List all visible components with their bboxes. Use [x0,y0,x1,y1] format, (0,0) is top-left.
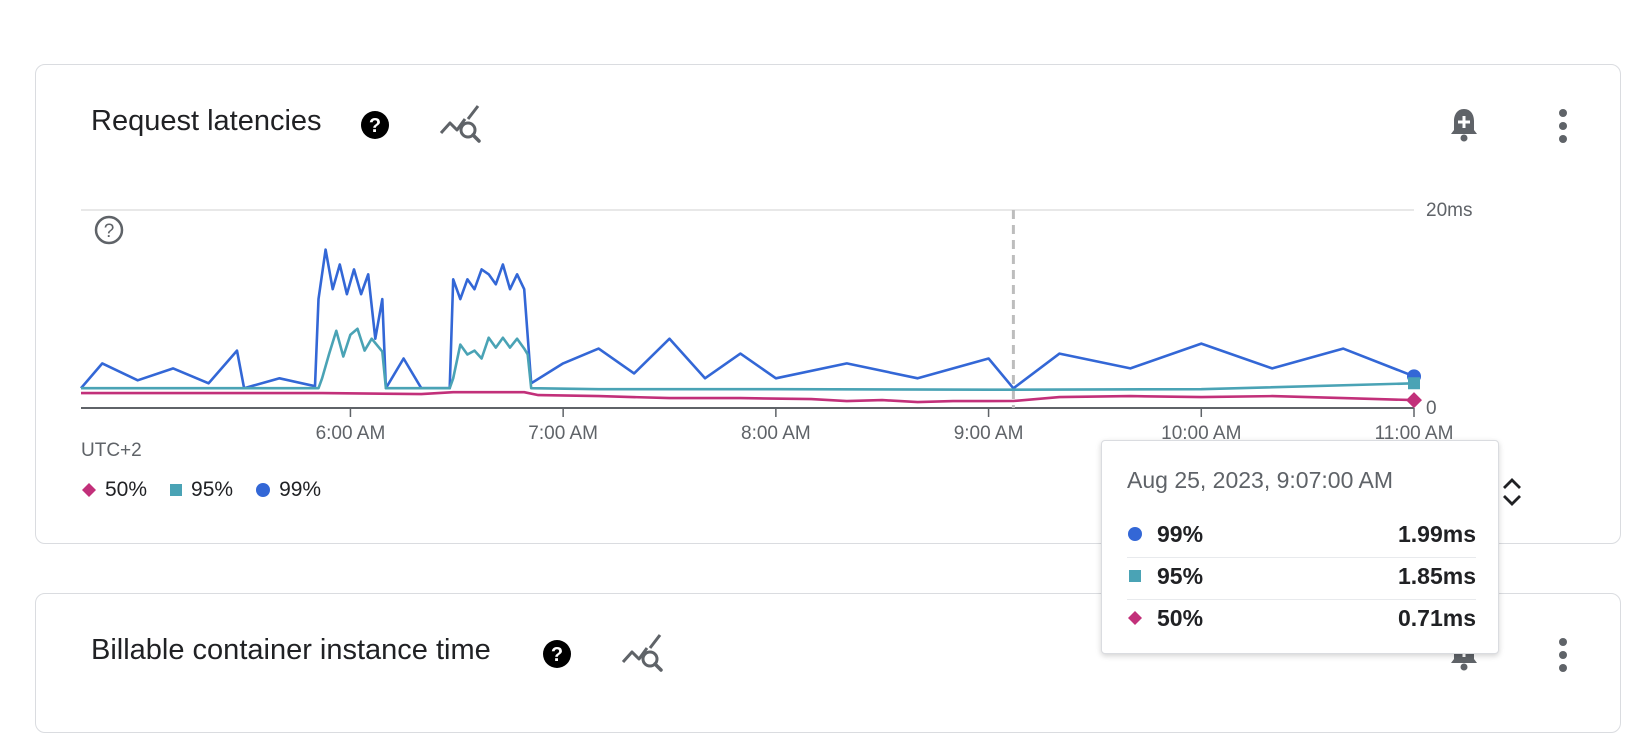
tooltip-row: 50% 0.71ms [1127,600,1476,636]
card-title: Request latencies [91,105,322,137]
chart-tooltip: Aug 25, 2023, 9:07:00 AM 99% 1.99ms 95% … [1101,440,1499,654]
tooltip-series-value: 0.71ms [1397,604,1476,631]
divider [1127,599,1476,600]
series-end-marker [1406,392,1422,409]
tooltip-row: 99% 1.99ms [1127,516,1476,552]
more-vert-icon[interactable] [1557,637,1569,673]
x-tick-label: 7:00 AM [528,423,598,444]
legend-item-p99[interactable]: 99% [255,478,321,502]
series-line-50 [81,390,1415,404]
square-icon [1129,570,1141,582]
unfold-more-icon[interactable] [1500,474,1524,510]
tooltip-row: 95% 1.85ms [1127,558,1476,594]
x-tick-label: 11:00 AM [1375,423,1454,444]
chart-explore-icon[interactable] [620,632,668,676]
timezone-label: UTC+2 [81,440,142,461]
more-vert-icon[interactable] [1557,108,1569,144]
circle-icon [1128,527,1142,541]
y-tick-label: 0 [1426,398,1437,419]
tooltip-timestamp: Aug 25, 2023, 9:07:00 AM [1127,467,1393,493]
tooltip-series-value: 1.85ms [1397,562,1476,589]
bell-add-icon[interactable] [1448,105,1480,143]
card-title: Billable container instance time [91,634,491,666]
tooltip-series-name: 99% [1157,520,1204,547]
y-tick-label: 20ms [1426,200,1472,221]
svg-text:?: ? [551,644,563,666]
svg-text:?: ? [104,221,115,242]
legend-item-p95[interactable]: 95% [169,478,233,502]
diamond-icon [82,483,96,497]
series-end-marker [1408,377,1420,390]
diamond-icon [1128,611,1142,625]
series-line-95 [81,327,1415,392]
help-circle-icon[interactable]: ? [360,110,390,140]
circle-icon [256,483,271,497]
x-tick-label: 8:00 AM [741,423,811,444]
chart-explore-icon[interactable] [438,103,486,147]
line-chart[interactable]: 6:00 AM 7:00 AM 8:00 AM 9:00 AM 10:00 AM 11:0… [36,65,1622,465]
series-line-99 [80,248,1415,390]
help-circle-icon[interactable]: ? [542,639,572,669]
square-icon [170,484,183,496]
x-tick-label: 9:00 AM [954,423,1024,444]
chart-legend: 50% 95% 99% [81,478,321,502]
legend-item-p50[interactable]: 50% [81,478,147,502]
legend-label: 99% [279,478,322,501]
tooltip-series-name: 50% [1157,604,1204,631]
svg-text:?: ? [369,115,381,137]
tooltip-series-name: 95% [1157,562,1204,589]
chart-card-request-latencies: Request latencies ? 6:00 AM 7:00 AM 8:00 A… [35,64,1621,544]
legend-label: 50% [105,478,148,501]
divider [1127,557,1476,558]
legend-label: 95% [191,478,234,501]
x-tick-label: 6:00 AM [316,423,386,444]
x-tick-label: 10:00 AM [1161,423,1241,444]
tooltip-series-value: 1.99ms [1397,520,1476,547]
chart-help-icon[interactable]: ? [94,215,124,245]
